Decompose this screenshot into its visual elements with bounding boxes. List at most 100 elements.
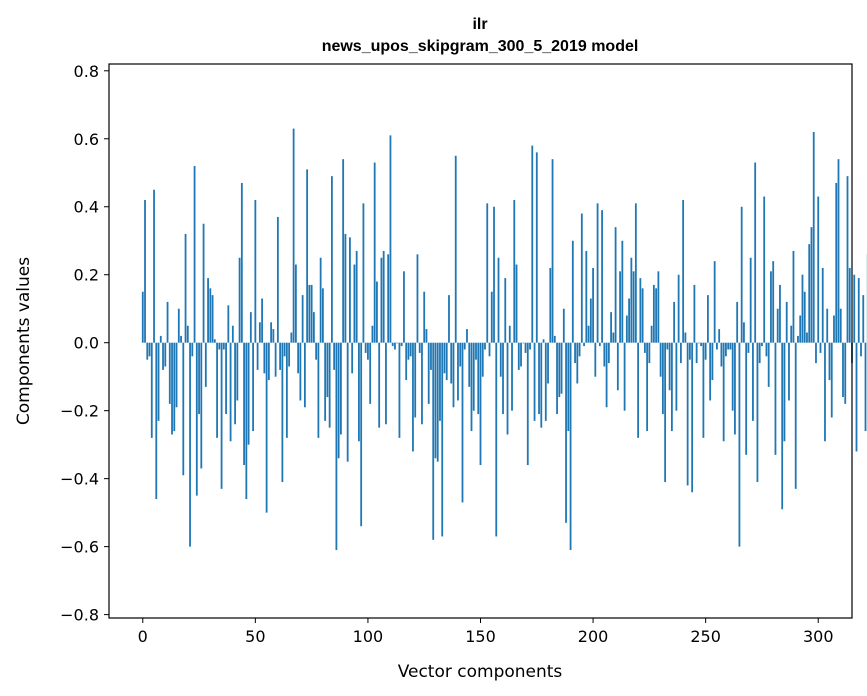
bar bbox=[430, 342, 432, 370]
bar bbox=[229, 342, 232, 442]
bar bbox=[860, 342, 862, 357]
bar bbox=[848, 267, 851, 343]
bar bbox=[655, 288, 658, 343]
bar bbox=[150, 342, 153, 438]
bar bbox=[454, 155, 457, 343]
bar bbox=[488, 342, 491, 357]
bar bbox=[274, 342, 277, 377]
bar bbox=[684, 332, 687, 343]
bar bbox=[808, 244, 811, 343]
bar bbox=[216, 342, 218, 438]
bar bbox=[788, 342, 790, 401]
bar bbox=[675, 342, 678, 411]
bar bbox=[529, 342, 531, 350]
bar bbox=[619, 271, 621, 343]
bar bbox=[648, 342, 651, 364]
bar bbox=[607, 342, 610, 364]
bar bbox=[448, 295, 450, 343]
bar bbox=[220, 342, 223, 489]
bar bbox=[639, 278, 642, 343]
bar bbox=[382, 250, 385, 343]
bar bbox=[490, 291, 493, 343]
bar bbox=[720, 342, 723, 367]
bar bbox=[585, 250, 588, 343]
bar bbox=[367, 342, 369, 360]
bar-series bbox=[141, 128, 867, 551]
bar bbox=[657, 271, 660, 343]
bar bbox=[812, 131, 815, 343]
bar bbox=[173, 342, 176, 432]
bar bbox=[245, 342, 248, 500]
bar bbox=[155, 342, 158, 500]
bar bbox=[414, 342, 417, 418]
bar bbox=[533, 342, 536, 421]
bar bbox=[294, 264, 297, 343]
bar bbox=[698, 342, 700, 344]
bar bbox=[734, 342, 736, 435]
bar bbox=[247, 342, 250, 445]
bar bbox=[686, 342, 689, 486]
bar bbox=[335, 342, 338, 551]
bar bbox=[340, 342, 342, 435]
bar bbox=[502, 342, 504, 415]
bar bbox=[227, 305, 230, 343]
bar bbox=[319, 257, 322, 343]
x-tick-label: 150 bbox=[465, 627, 496, 646]
bar bbox=[806, 332, 808, 343]
bar bbox=[297, 342, 300, 374]
y-tick-label: 0.2 bbox=[74, 266, 99, 285]
bar bbox=[576, 342, 579, 384]
bar bbox=[184, 233, 187, 343]
bar bbox=[634, 203, 637, 343]
bar bbox=[727, 342, 730, 350]
bar bbox=[403, 271, 405, 343]
bar bbox=[337, 342, 340, 459]
bar bbox=[729, 342, 732, 350]
bar bbox=[522, 342, 525, 344]
bar bbox=[168, 342, 171, 404]
bar bbox=[857, 278, 860, 343]
y-tick-label: 0.8 bbox=[74, 62, 99, 81]
bar bbox=[463, 342, 466, 350]
bar bbox=[855, 342, 858, 452]
bar bbox=[200, 342, 203, 469]
bar bbox=[218, 342, 221, 350]
x-tick-label: 300 bbox=[803, 627, 834, 646]
bar bbox=[508, 325, 511, 343]
bar bbox=[862, 295, 865, 343]
bar bbox=[598, 342, 601, 347]
y-axis-label: Components values bbox=[14, 257, 34, 425]
bar bbox=[520, 342, 522, 367]
bar bbox=[693, 284, 696, 343]
bar bbox=[301, 295, 304, 343]
bar bbox=[389, 135, 392, 343]
bar bbox=[258, 322, 261, 343]
bar bbox=[716, 342, 718, 350]
bar bbox=[477, 342, 480, 415]
bar bbox=[547, 342, 549, 384]
bar bbox=[497, 257, 500, 343]
bar bbox=[346, 342, 349, 462]
bar bbox=[211, 295, 214, 343]
bar bbox=[515, 264, 518, 343]
bar bbox=[396, 342, 399, 344]
bar bbox=[646, 342, 649, 432]
bar bbox=[815, 342, 817, 364]
bar bbox=[632, 271, 635, 343]
y-tick-label: −0.4 bbox=[60, 470, 99, 489]
bar bbox=[623, 342, 626, 411]
bar bbox=[321, 288, 324, 343]
bar bbox=[828, 342, 831, 381]
chart-title-line1: ilr bbox=[472, 16, 487, 33]
x-tick-label: 50 bbox=[245, 627, 265, 646]
bar bbox=[560, 342, 563, 394]
bar bbox=[407, 342, 410, 360]
y-tick-label: 0.6 bbox=[74, 130, 99, 149]
bar bbox=[835, 182, 838, 343]
bar bbox=[587, 325, 590, 343]
bar bbox=[285, 342, 288, 438]
bar bbox=[837, 159, 840, 343]
bar bbox=[745, 342, 748, 455]
bar bbox=[504, 278, 507, 343]
bar bbox=[542, 339, 545, 343]
